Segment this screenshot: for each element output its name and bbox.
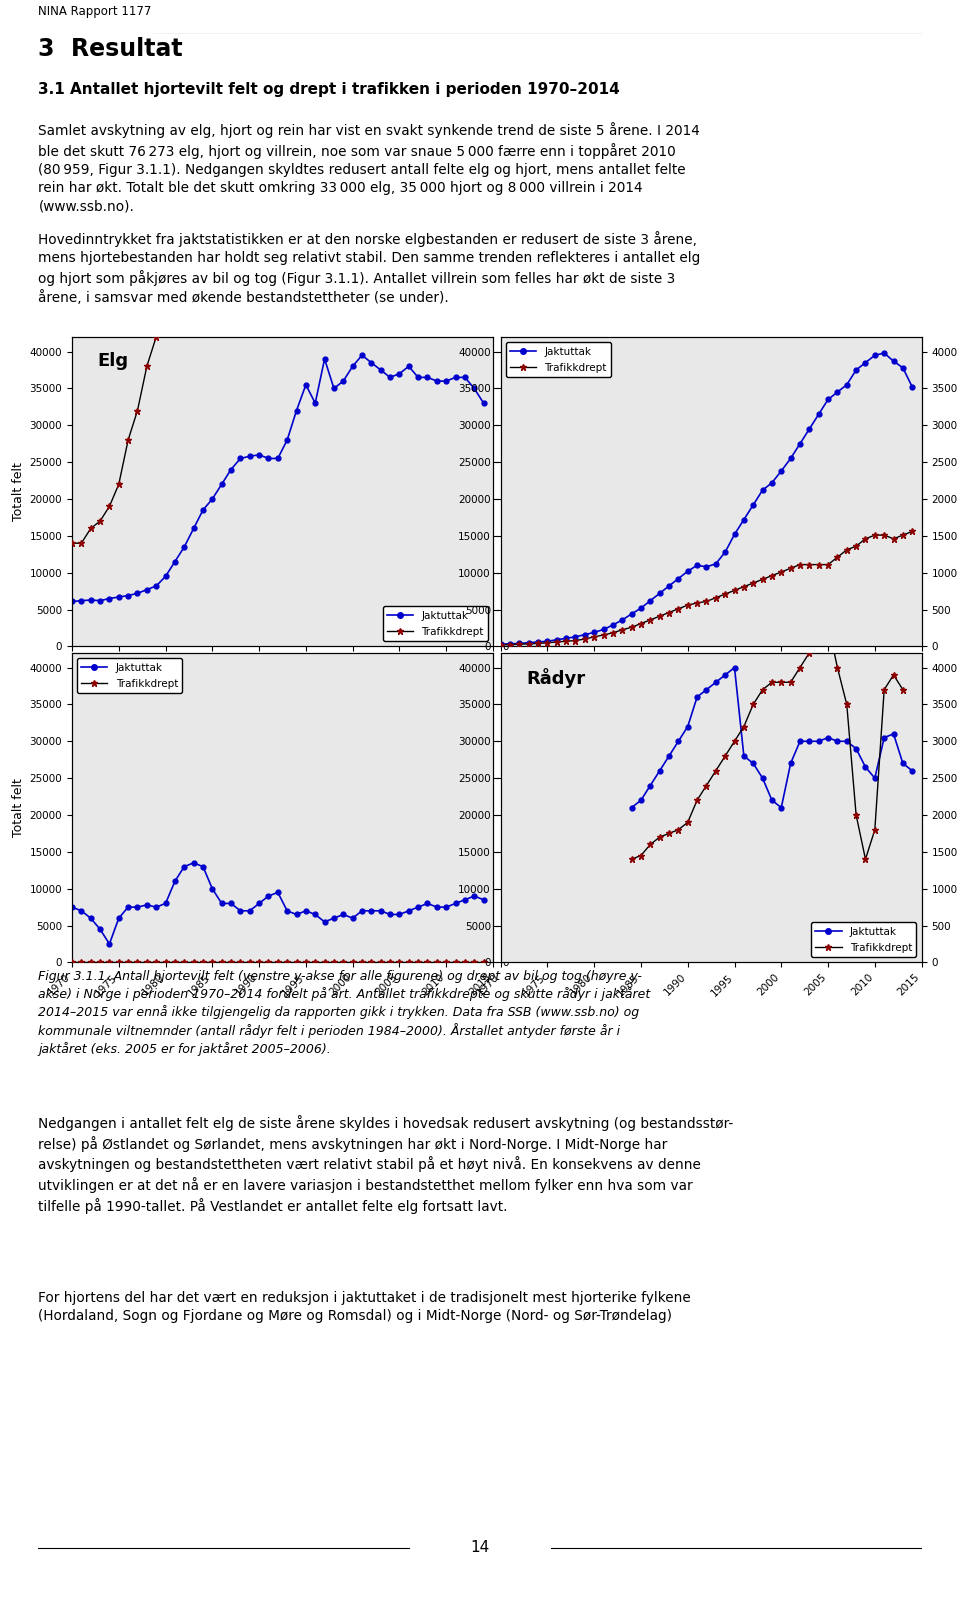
Text: Villrein: Villrein <box>97 669 169 687</box>
Text: Elg: Elg <box>97 353 129 371</box>
Text: Nedgangen i antallet felt elg de siste årene skyldes i hovedsak redusert avskytn: Nedgangen i antallet felt elg de siste å… <box>38 1115 733 1214</box>
Y-axis label: Totalt felt: Totalt felt <box>12 778 25 837</box>
Text: Rådyr: Rådyr <box>526 669 585 688</box>
Legend: Jaktuttak, Trafikkdrept: Jaktuttak, Trafikkdrept <box>811 922 917 958</box>
Legend: Jaktuttak, Trafikkdrept: Jaktuttak, Trafikkdrept <box>77 658 182 693</box>
Text: Figur 3.1.1. Antall hjortevilt felt (venstre y-akse for alle figurene) og drept : Figur 3.1.1. Antall hjortevilt felt (ven… <box>38 970 651 1055</box>
Legend: Jaktuttak, Trafikkdrept: Jaktuttak, Trafikkdrept <box>383 606 488 642</box>
Text: For hjortens del har det vært en reduksjon i jaktuttaket i de tradisjonelt mest : For hjortens del har det vært en reduksj… <box>38 1291 691 1323</box>
Text: 3.1 Antallet hjortevilt felt og drept i trafikken i perioden 1970–2014: 3.1 Antallet hjortevilt felt og drept i … <box>38 82 620 96</box>
Text: 14: 14 <box>470 1540 490 1556</box>
Text: Hovedinntrykket fra jaktstatistikken er at den norske elgbestanden er redusert d: Hovedinntrykket fra jaktstatistikken er … <box>38 231 701 305</box>
Text: NINA Rapport 1177: NINA Rapport 1177 <box>38 5 152 18</box>
Legend: Jaktuttak, Trafikkdrept: Jaktuttak, Trafikkdrept <box>506 342 611 377</box>
Text: 3  Resultat: 3 Resultat <box>38 37 183 61</box>
Y-axis label: Totalt felt: Totalt felt <box>12 462 25 521</box>
Text: Hjort: Hjort <box>526 353 577 371</box>
Text: Samlet avskytning av elg, hjort og rein har vist en svakt synkende trend de sist: Samlet avskytning av elg, hjort og rein … <box>38 122 700 213</box>
